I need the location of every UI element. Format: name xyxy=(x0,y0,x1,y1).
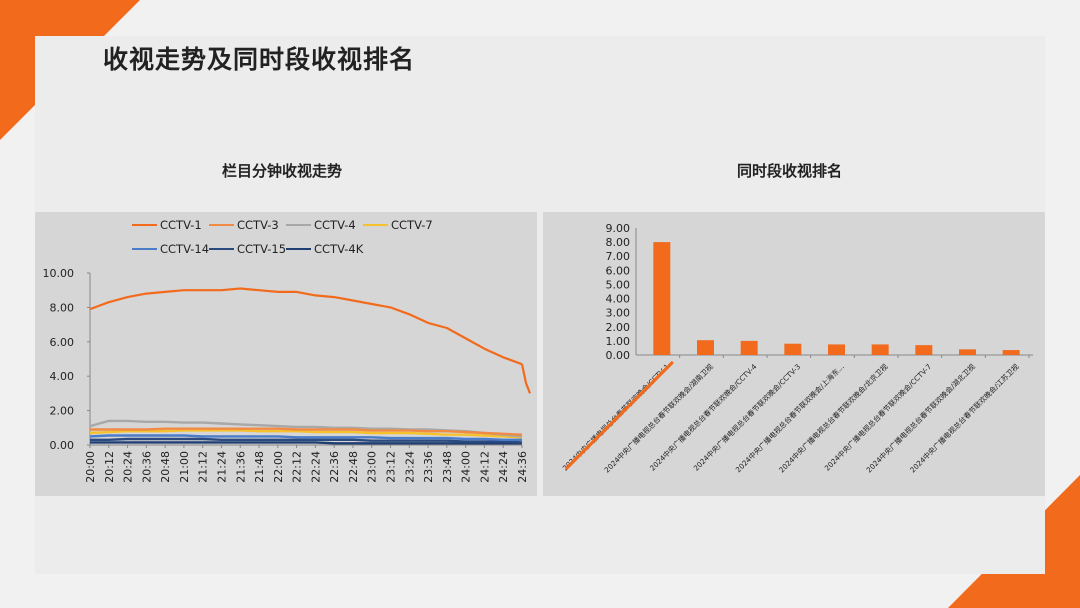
series-line-cctv-7 xyxy=(89,429,523,439)
x-tick-label: 23:48 xyxy=(441,451,454,483)
y-tick-label: 4.00 xyxy=(50,370,75,383)
series-line-cctv-15 xyxy=(90,437,523,444)
legend-label: CCTV-7 xyxy=(391,218,433,232)
series-line-cctv-3 xyxy=(90,427,523,436)
bar xyxy=(653,242,671,355)
x-tick-label: 23:12 xyxy=(385,451,398,483)
y-tick-label: 0.00 xyxy=(50,439,75,452)
bar xyxy=(871,344,889,355)
y-tick-label: 1.00 xyxy=(606,335,631,348)
x-tick-label: 22:36 xyxy=(328,451,341,483)
highlight-underline xyxy=(565,361,674,470)
y-tick-label: 4.00 xyxy=(606,293,631,306)
bar xyxy=(1002,350,1020,355)
x-tick-label: 21:48 xyxy=(253,451,266,483)
x-tick-label: 24:00 xyxy=(460,451,473,483)
y-tick-label: 6.00 xyxy=(606,264,631,277)
legend-label: CCTV-4 xyxy=(314,218,356,232)
legend-label: CCTV-15 xyxy=(237,242,286,256)
series-line-cctv-4k xyxy=(90,441,522,445)
x-tick-label: 20:12 xyxy=(103,451,116,483)
x-tick-label: 23:36 xyxy=(422,451,435,483)
y-tick-label: 0.00 xyxy=(606,349,631,362)
x-tick-label: 23:00 xyxy=(366,451,379,483)
y-tick-label: 2.00 xyxy=(606,321,631,334)
legend-label: CCTV-4K xyxy=(314,242,364,256)
y-tick-label: 2.00 xyxy=(50,405,75,418)
x-tick-label: 24:12 xyxy=(478,451,491,483)
x-tick-label: 21:36 xyxy=(234,451,247,483)
right-chart-title: 同时段收视排名 xyxy=(737,162,843,180)
x-tick-label: 21:12 xyxy=(197,451,210,483)
x-tick-label: 24:36 xyxy=(516,451,529,483)
legend-label: CCTV-14 xyxy=(160,242,209,256)
legend-label: CCTV-1 xyxy=(160,218,202,232)
bar xyxy=(784,343,802,355)
x-tick-label: 22:24 xyxy=(309,451,322,483)
x-tick-label: 20:48 xyxy=(159,451,172,483)
y-tick-label: 5.00 xyxy=(606,278,631,291)
y-tick-label: 8.00 xyxy=(606,236,631,249)
bar-chart-area: 0.00 1.00 2.00 3.00 4.00 5.00 6.00 7.00 8.00 9.00… xyxy=(543,212,1045,496)
x-tick-label: 21:24 xyxy=(215,451,228,483)
bar xyxy=(697,340,714,355)
y-tick-label: 6.00 xyxy=(50,336,75,349)
line-chart-area: CCTV-1 CCTV-3 CCTV-4 CCTV-7 CCTV-14 CCTV-15 CC… xyxy=(35,212,537,496)
y-tick-label: 8.00 xyxy=(50,301,75,314)
y-tick-label: 3.00 xyxy=(606,307,631,320)
y-tick-label: 7.00 xyxy=(606,250,631,263)
legend-label: CCTV-3 xyxy=(237,218,279,232)
x-tick-label: 22:00 xyxy=(272,451,285,483)
series-line-cctv-1 xyxy=(89,287,523,366)
x-tick-label: 22:48 xyxy=(347,451,360,483)
page-title: 收视走势及同时段收视排名 xyxy=(103,45,416,74)
bar xyxy=(828,344,845,355)
bar xyxy=(915,345,933,355)
bar-chart: 0.001.002.003.004.00 5.006.007.008.009.00… xyxy=(561,222,1033,475)
x-tick-label: 24:24 xyxy=(497,451,510,483)
line-chart: CCTV-1 CCTV-3 CCTV-4 CCTV-7 CCTV-14 CCTV-15 CC… xyxy=(43,218,532,483)
x-tick-label: 20:24 xyxy=(122,451,135,483)
x-tick-label: 20:36 xyxy=(140,451,153,483)
y-tick-label: 9.00 xyxy=(606,222,631,235)
y-tick-label: 10.00 xyxy=(43,267,75,280)
x-tick-label: 21:00 xyxy=(178,451,191,483)
bar xyxy=(740,340,758,355)
series-line-cctv-14 xyxy=(89,434,522,442)
x-tick-label: 22:12 xyxy=(291,451,304,483)
left-chart-title: 栏目分钟收视走势 xyxy=(222,162,343,180)
x-tick-label: 20:00 xyxy=(84,451,97,483)
x-tick-label: 23:24 xyxy=(403,451,416,483)
series-line-tail xyxy=(520,363,532,394)
bar xyxy=(959,349,976,355)
